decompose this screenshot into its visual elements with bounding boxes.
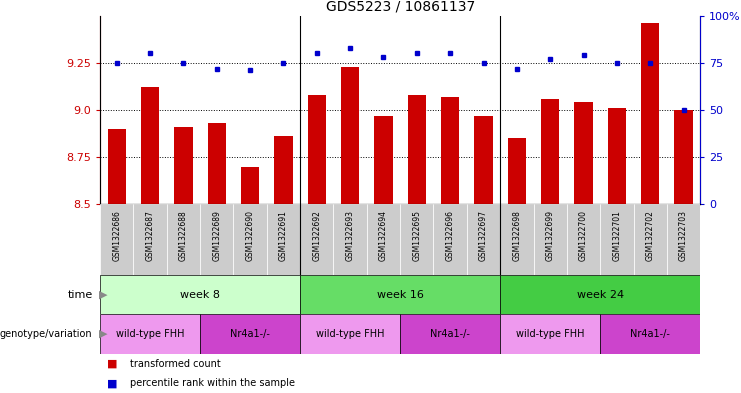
Bar [574, 103, 593, 204]
Text: GSM1322703: GSM1322703 [679, 210, 688, 261]
Bar [100, 314, 200, 354]
Text: GSM1322689: GSM1322689 [212, 210, 222, 261]
Bar [600, 204, 634, 275]
Bar [641, 23, 659, 204]
Bar [474, 116, 493, 204]
Bar [141, 87, 159, 204]
Text: GSM1322695: GSM1322695 [412, 210, 422, 261]
Bar [200, 314, 300, 354]
Bar [274, 136, 293, 204]
Bar [133, 204, 167, 275]
Text: GSM1322690: GSM1322690 [245, 210, 255, 261]
Bar [233, 204, 267, 275]
Bar [107, 129, 126, 204]
Text: GSM1322696: GSM1322696 [445, 210, 455, 261]
Bar [600, 314, 700, 354]
Text: wild-type FHH: wild-type FHH [316, 329, 385, 339]
Bar [674, 110, 693, 204]
Text: week 8: week 8 [180, 290, 220, 300]
Text: GSM1322699: GSM1322699 [545, 210, 555, 261]
Bar [400, 204, 433, 275]
Text: GSM1322698: GSM1322698 [512, 210, 522, 261]
Text: GSM1322693: GSM1322693 [345, 210, 355, 261]
Text: GSM1322687: GSM1322687 [145, 210, 155, 261]
Text: ▶: ▶ [99, 290, 107, 300]
Bar [200, 204, 233, 275]
Text: genotype/variation: genotype/variation [0, 329, 93, 339]
Bar [300, 204, 333, 275]
Bar [441, 97, 459, 204]
Bar [500, 275, 700, 314]
Bar [408, 95, 426, 204]
Bar [100, 275, 300, 314]
Text: Nr4a1-/-: Nr4a1-/- [230, 329, 270, 339]
Bar [400, 314, 500, 354]
Text: Nr4a1-/-: Nr4a1-/- [431, 329, 470, 339]
Text: week 24: week 24 [576, 290, 624, 300]
Text: transformed count: transformed count [130, 358, 220, 369]
Bar [667, 204, 700, 275]
Bar [341, 67, 359, 204]
Bar [567, 204, 600, 275]
Text: wild-type FHH: wild-type FHH [516, 329, 585, 339]
Bar [500, 204, 534, 275]
Text: GSM1322697: GSM1322697 [479, 210, 488, 261]
Text: GSM1322688: GSM1322688 [179, 210, 188, 261]
Bar [374, 116, 393, 204]
Text: GSM1322700: GSM1322700 [579, 210, 588, 261]
Bar [634, 204, 667, 275]
Text: GSM1322702: GSM1322702 [645, 210, 655, 261]
Bar [308, 95, 326, 204]
Bar [267, 204, 300, 275]
Text: week 16: week 16 [376, 290, 424, 300]
Bar [167, 204, 200, 275]
Bar [367, 204, 400, 275]
Bar [541, 99, 559, 204]
Text: Nr4a1-/-: Nr4a1-/- [631, 329, 670, 339]
Text: GSM1322694: GSM1322694 [379, 210, 388, 261]
Text: GSM1322691: GSM1322691 [279, 210, 288, 261]
Text: time: time [67, 290, 93, 300]
Text: GSM1322692: GSM1322692 [312, 210, 322, 261]
Bar [241, 167, 259, 204]
Title: GDS5223 / 10861137: GDS5223 / 10861137 [325, 0, 475, 13]
Bar [500, 314, 600, 354]
Text: ▶: ▶ [99, 329, 107, 339]
Bar [467, 204, 500, 275]
Text: GSM1322686: GSM1322686 [112, 210, 122, 261]
Bar [534, 204, 567, 275]
Bar [300, 275, 500, 314]
Text: ■: ■ [107, 378, 118, 388]
Text: wild-type FHH: wild-type FHH [116, 329, 185, 339]
Bar [100, 204, 133, 275]
Bar [207, 123, 226, 204]
Text: percentile rank within the sample: percentile rank within the sample [130, 378, 295, 388]
Bar [300, 314, 400, 354]
Bar [433, 204, 467, 275]
Bar [333, 204, 367, 275]
Text: GSM1322701: GSM1322701 [612, 210, 622, 261]
Bar [508, 138, 526, 204]
Bar [608, 108, 626, 204]
Bar [174, 127, 193, 204]
Text: ■: ■ [107, 358, 118, 369]
